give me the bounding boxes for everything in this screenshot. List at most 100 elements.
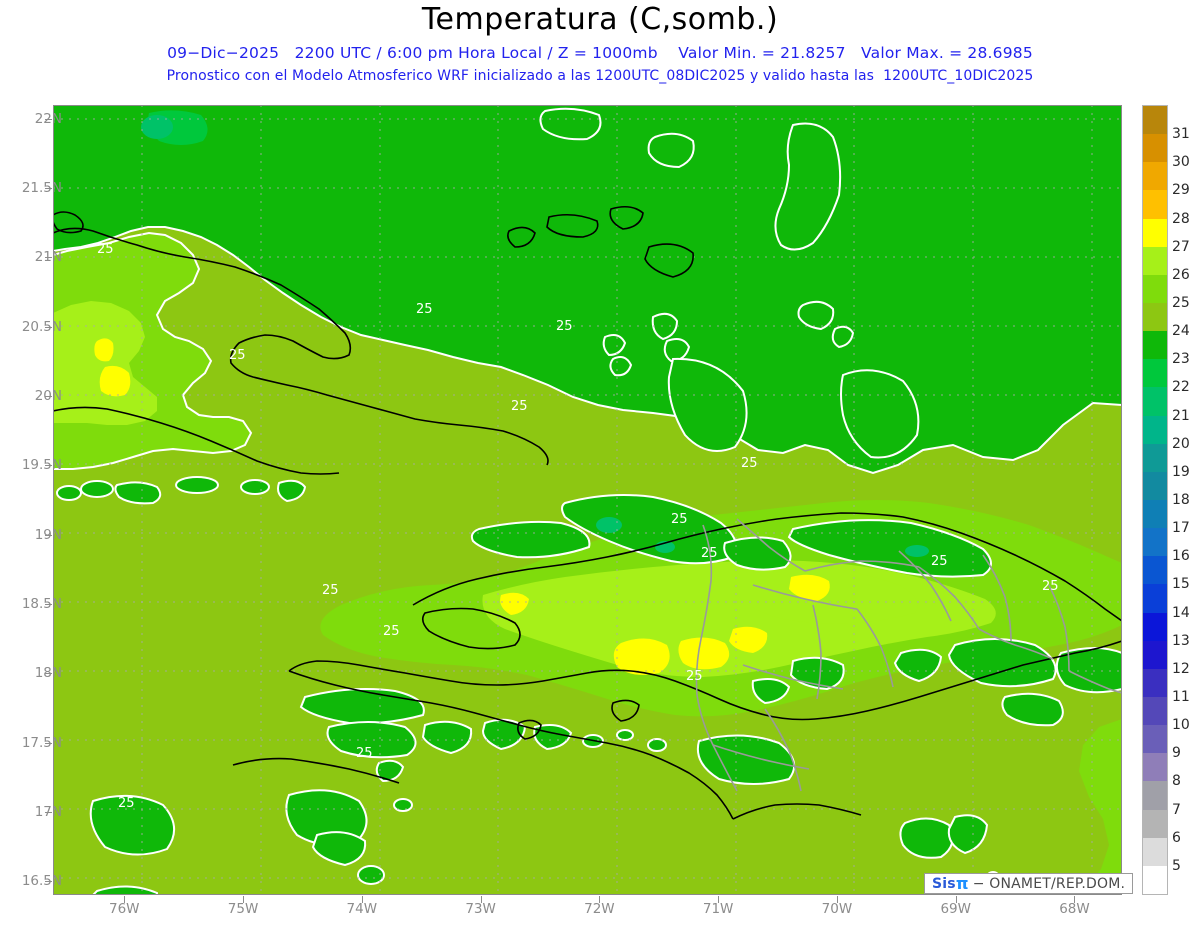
lat-tick-mark (45, 811, 52, 813)
contour-labels: 25 25 25 25 25 25 25 25 25 25 25 25 25 2… (97, 242, 1059, 811)
contour-label-25: 25 (229, 348, 246, 363)
colorbar-tick-label: 19 (1172, 463, 1190, 480)
contour-label-25: 25 (383, 624, 400, 639)
lon-tick-label: 73W (465, 901, 496, 917)
header-subtitle-line2: Pronostico con el Modelo Atmosferico WRF… (166, 68, 1034, 84)
colorbar-band[interactable] (1143, 584, 1167, 613)
contour-label-25: 25 (1042, 579, 1059, 594)
field-23-24-hispaniola-mountains (299, 494, 1122, 785)
colorbar-band[interactable] (1143, 865, 1167, 894)
colorbar-band[interactable] (1143, 781, 1167, 810)
lon-tick-mark (243, 896, 245, 903)
agency-logo: Sis π − ONAMET/REP.DOM. (924, 873, 1134, 894)
colorbar-band[interactable] (1143, 753, 1167, 782)
colorbar-band[interactable] (1143, 106, 1167, 135)
colorbar-band[interactable] (1143, 274, 1167, 303)
colorbar-band[interactable] (1143, 725, 1167, 754)
lon-tick-mark (955, 896, 957, 903)
lon-tick-label: 71W (702, 901, 734, 917)
lon-tick-label: 75W (227, 901, 259, 917)
lon-tick-label: 76W (109, 901, 140, 917)
colorbar-tick-label: 6 (1172, 829, 1181, 846)
colorbar-band[interactable] (1143, 359, 1167, 388)
lon-tick-mark (1074, 896, 1076, 903)
contour-label-25: 25 (322, 583, 339, 598)
colorbar-band[interactable] (1143, 331, 1167, 360)
colorbar-tick-label: 23 (1172, 351, 1190, 368)
colorbar-band[interactable] (1143, 640, 1167, 669)
colorbar-tick-label: 18 (1172, 492, 1190, 508)
contour-label-25: 25 (556, 319, 573, 334)
colorbar-band[interactable] (1143, 218, 1167, 247)
colorbar-band[interactable] (1143, 556, 1167, 585)
field-27-28-hispaniola (500, 574, 830, 675)
lon-tick-label: 68W (1059, 901, 1090, 917)
field-25-26-east-edge (1079, 719, 1122, 895)
temperature-map[interactable]: 25 25 25 25 25 25 25 25 25 25 25 25 25 2… (53, 105, 1122, 895)
lat-tick-mark (45, 603, 52, 605)
lon-tick-mark (836, 896, 838, 903)
colorbar-tick-label: 7 (1172, 801, 1181, 818)
colorbar-band[interactable] (1143, 696, 1167, 726)
contour-label-25: 25 (416, 302, 433, 317)
lat-tick-mark (45, 188, 52, 190)
colorbar-band[interactable] (1143, 246, 1167, 275)
colorbar-band[interactable] (1143, 471, 1167, 500)
coastlines (53, 205, 1122, 820)
field-23-24-ocean-cells (539, 107, 920, 541)
colorbar-band[interactable] (1143, 528, 1167, 557)
field-23-24-cuba-south-islets (56, 476, 307, 505)
colorbar-tick-label: 27 (1172, 238, 1190, 255)
lat-tick-mark (45, 673, 52, 675)
page-title: Temperatura (C,somb.) (421, 2, 779, 37)
colorbar-band[interactable] (1143, 809, 1167, 838)
logo-agency-text: − ONAMET/REP.DOM. (972, 875, 1126, 892)
colorbar-band[interactable] (1143, 415, 1167, 444)
colorbar-tick-label: 26 (1172, 266, 1190, 283)
lon-tick-mark (599, 896, 601, 903)
colorbar[interactable] (1142, 105, 1168, 895)
contour-label-25: 25 (118, 796, 135, 811)
logo-sis-text: Sis (932, 875, 956, 892)
lat-tick-mark (45, 257, 52, 259)
contour-label-25: 25 (701, 546, 718, 561)
map-canvas: 25 25 25 25 25 25 25 25 25 25 25 25 25 2… (53, 105, 1122, 895)
lat-tick-mark (45, 326, 52, 328)
colorbar-tick-label: 20 (1172, 435, 1190, 452)
contour-label-25: 25 (671, 512, 688, 527)
lat-tick-label: 21.5N (21, 180, 62, 197)
lat-tick-mark (45, 118, 52, 120)
colorbar-tick-label: 10 (1172, 717, 1190, 734)
colorbar-band[interactable] (1143, 134, 1167, 163)
colorbar-band[interactable] (1143, 443, 1167, 472)
contour-label-25: 25 (686, 669, 703, 684)
colorbar-band[interactable] (1143, 499, 1167, 529)
lon-tick-label: 70W (821, 901, 853, 917)
lat-tick-mark (45, 396, 52, 398)
contour-label-25: 25 (356, 746, 373, 761)
colorbar-tick-label: 17 (1172, 520, 1190, 537)
header-subtitle-line1: 09−Dic−2025 2200 UTC / 6:00 pm Hora Loca… (167, 44, 1033, 62)
field-23-24-south-cells (89, 759, 413, 895)
colorbar-tick-label: 14 (1172, 604, 1190, 621)
field-22-23-atlantic-cells (141, 115, 173, 139)
contour-label-25: 25 (741, 456, 758, 471)
colorbar-tick-label: 9 (1172, 745, 1181, 762)
colorbar-tick-label: 22 (1172, 379, 1190, 396)
colorbar-tick-label: 24 (1172, 323, 1190, 340)
colorbar-band[interactable] (1143, 387, 1167, 416)
colorbar-tick-label: 11 (1172, 689, 1190, 705)
colorbar-band[interactable] (1143, 162, 1167, 191)
field-23-24-atlantic-white-contour (53, 226, 1122, 475)
colorbar-band[interactable] (1143, 612, 1167, 641)
lat-tick-mark (45, 534, 52, 536)
colorbar-band[interactable] (1143, 190, 1167, 219)
lat-tick-label: 19.5N (21, 457, 62, 474)
contour-label-25: 25 (511, 399, 528, 414)
colorbar-tick-label: 31 (1172, 126, 1190, 143)
colorbar-band[interactable] (1143, 837, 1167, 866)
lon-tick-mark (361, 896, 363, 903)
lat-tick-mark (45, 881, 52, 883)
colorbar-band[interactable] (1143, 668, 1167, 697)
colorbar-band[interactable] (1143, 302, 1167, 332)
